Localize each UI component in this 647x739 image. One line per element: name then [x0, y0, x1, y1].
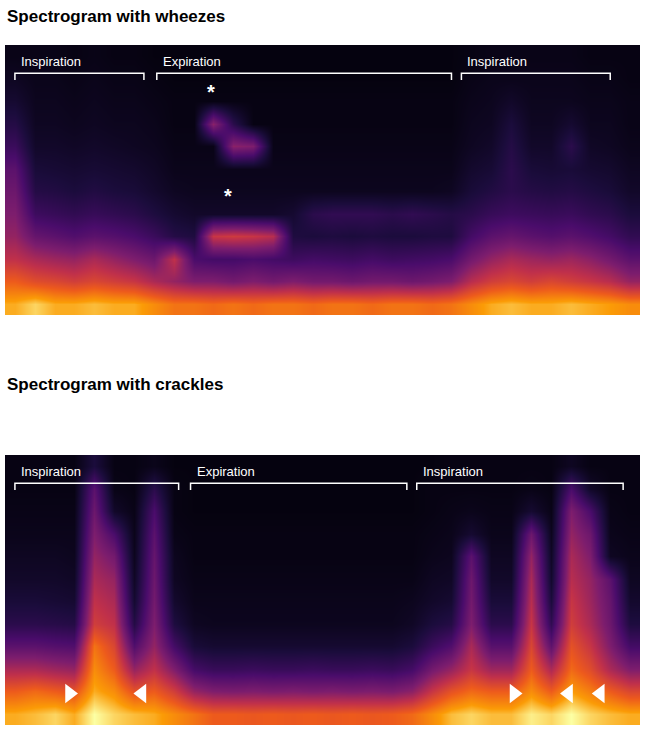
svg-text:Inspiration: Inspiration	[21, 54, 81, 69]
svg-text:Spectrogram with wheezes: Spectrogram with wheezes	[7, 7, 225, 26]
svg-text:Expiration: Expiration	[197, 464, 255, 479]
svg-text:Inspiration: Inspiration	[21, 464, 81, 479]
svg-text:Inspiration: Inspiration	[467, 54, 527, 69]
svg-text:Inspiration: Inspiration	[423, 464, 483, 479]
svg-text:*: *	[224, 185, 232, 207]
svg-text:Expiration: Expiration	[163, 54, 221, 69]
svg-text:Spectrogram with crackles: Spectrogram with crackles	[7, 375, 223, 394]
svg-text:*: *	[207, 81, 215, 103]
